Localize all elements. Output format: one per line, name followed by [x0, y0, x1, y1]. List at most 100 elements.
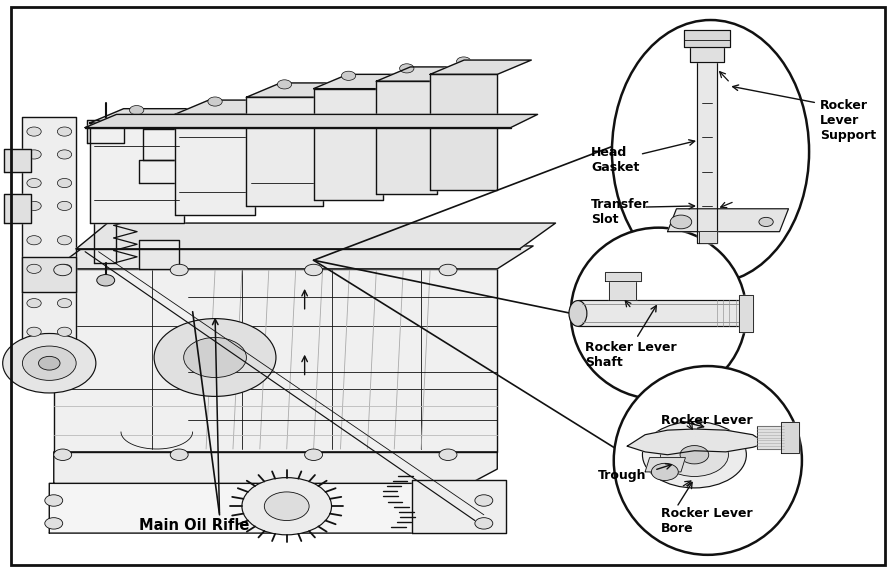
Circle shape — [170, 449, 188, 460]
Polygon shape — [54, 246, 533, 269]
Circle shape — [759, 217, 773, 227]
Circle shape — [27, 327, 41, 336]
Circle shape — [57, 127, 72, 136]
Polygon shape — [139, 160, 179, 183]
Circle shape — [39, 356, 60, 370]
Polygon shape — [578, 300, 744, 326]
Text: Head
Gasket: Head Gasket — [591, 146, 640, 174]
Circle shape — [57, 178, 72, 188]
Polygon shape — [376, 67, 471, 81]
Circle shape — [57, 150, 72, 159]
Polygon shape — [94, 126, 116, 263]
Circle shape — [45, 518, 63, 529]
Circle shape — [54, 264, 72, 276]
Circle shape — [184, 337, 246, 378]
Polygon shape — [690, 46, 724, 62]
Polygon shape — [684, 30, 730, 47]
Polygon shape — [781, 422, 799, 453]
Circle shape — [129, 105, 143, 115]
Text: Main Oil Rifle: Main Oil Rifle — [139, 518, 249, 533]
Polygon shape — [87, 120, 124, 143]
Text: Rocker Lever
Bore: Rocker Lever Bore — [661, 507, 753, 534]
Polygon shape — [175, 114, 255, 214]
Circle shape — [400, 64, 414, 73]
Polygon shape — [175, 100, 289, 114]
Circle shape — [651, 463, 678, 480]
Circle shape — [670, 215, 692, 229]
Circle shape — [680, 446, 709, 464]
Circle shape — [45, 495, 63, 506]
Text: Rocker Lever
Shaft: Rocker Lever Shaft — [585, 341, 676, 368]
Polygon shape — [246, 83, 357, 97]
Polygon shape — [699, 231, 717, 243]
Polygon shape — [668, 209, 788, 232]
Text: Rocker Lever: Rocker Lever — [661, 414, 753, 427]
Polygon shape — [54, 269, 497, 452]
Polygon shape — [143, 129, 184, 160]
Circle shape — [57, 236, 72, 245]
Circle shape — [27, 127, 41, 136]
Ellipse shape — [612, 20, 809, 283]
Text: Rocker
Lever
Support: Rocker Lever Support — [820, 98, 876, 142]
Circle shape — [242, 478, 332, 535]
Polygon shape — [609, 280, 636, 300]
Circle shape — [278, 80, 292, 89]
Circle shape — [27, 264, 41, 273]
Circle shape — [97, 275, 115, 286]
Circle shape — [439, 264, 457, 276]
Text: Trough: Trough — [598, 470, 646, 482]
Circle shape — [170, 264, 188, 276]
Circle shape — [54, 449, 72, 460]
Ellipse shape — [569, 301, 587, 326]
Circle shape — [27, 178, 41, 188]
Circle shape — [264, 492, 309, 521]
Polygon shape — [22, 117, 76, 349]
Polygon shape — [76, 223, 556, 249]
Circle shape — [305, 449, 323, 460]
Polygon shape — [90, 123, 184, 223]
Polygon shape — [4, 149, 31, 172]
Polygon shape — [90, 109, 218, 123]
Circle shape — [3, 333, 96, 393]
Polygon shape — [605, 272, 641, 281]
Circle shape — [457, 57, 471, 66]
Polygon shape — [4, 194, 31, 223]
Polygon shape — [49, 483, 506, 533]
Circle shape — [27, 150, 41, 159]
Polygon shape — [739, 295, 753, 332]
Polygon shape — [22, 257, 76, 292]
Polygon shape — [246, 97, 323, 206]
Circle shape — [341, 71, 356, 81]
Circle shape — [57, 327, 72, 336]
Circle shape — [475, 518, 493, 529]
Polygon shape — [430, 60, 531, 74]
Polygon shape — [314, 89, 383, 200]
Circle shape — [642, 422, 746, 488]
Polygon shape — [697, 51, 717, 243]
Circle shape — [439, 449, 457, 460]
Text: Transfer
Slot: Transfer Slot — [591, 198, 650, 225]
Circle shape — [475, 495, 493, 506]
Circle shape — [208, 97, 222, 106]
Polygon shape — [412, 480, 506, 533]
Polygon shape — [645, 458, 685, 472]
Polygon shape — [430, 74, 497, 190]
Circle shape — [57, 201, 72, 210]
Circle shape — [22, 346, 76, 380]
Circle shape — [27, 201, 41, 210]
Circle shape — [660, 433, 728, 476]
Polygon shape — [627, 429, 766, 455]
Polygon shape — [85, 114, 538, 128]
Circle shape — [305, 264, 323, 276]
Circle shape — [57, 299, 72, 308]
Circle shape — [27, 299, 41, 308]
Polygon shape — [314, 74, 418, 89]
Polygon shape — [54, 452, 497, 483]
Circle shape — [57, 264, 72, 273]
Circle shape — [154, 319, 276, 396]
Polygon shape — [376, 81, 437, 194]
Ellipse shape — [614, 366, 802, 555]
Polygon shape — [139, 240, 179, 269]
Circle shape — [27, 236, 41, 245]
Polygon shape — [757, 426, 784, 449]
